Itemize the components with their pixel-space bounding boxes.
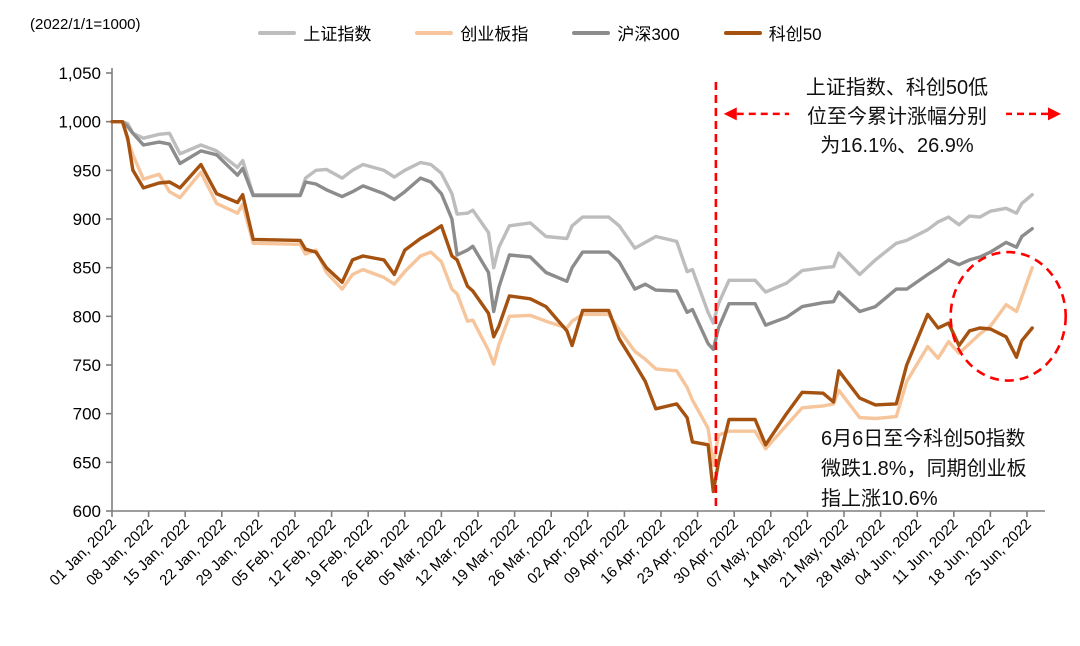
- y-tick-label: 800: [73, 307, 101, 326]
- annotation-line: 位至今累计涨幅分别: [807, 106, 987, 128]
- y-tick-label: 750: [73, 356, 101, 375]
- legend-label: 沪深300: [617, 25, 680, 44]
- arrow-head-left-icon: [723, 107, 737, 121]
- annotation-line: 指上涨10.6%: [821, 488, 938, 510]
- y-tick-label: 950: [73, 161, 101, 180]
- y-tick-label: 600: [73, 502, 101, 521]
- axis-unit-note: (2022/1/1=1000): [30, 16, 141, 33]
- annotation-line: 上证指数、科创50低: [805, 77, 989, 99]
- series-line-chinext: [110, 119, 1034, 467]
- legend-item-chinext: 创业板指: [415, 20, 528, 45]
- legend-label: 科创50: [768, 25, 822, 44]
- legend-swatch-chinext-icon: [415, 30, 454, 35]
- legend: 上证指数 创业板指 沪深300 科创50: [0, 20, 1080, 45]
- annotation-line: 微跌1.8%，同期创业板: [821, 458, 1027, 480]
- legend-swatch-star50-icon: [723, 30, 762, 35]
- arrow-head-right-icon: [1047, 107, 1061, 121]
- legend-swatch-sse-icon: [258, 30, 297, 35]
- series-line-csi300: [110, 119, 1034, 352]
- legend-item-csi300: 沪深300: [572, 20, 680, 45]
- annotation-line: 6月6日至今科创50指数: [821, 428, 1026, 450]
- annotation-june-note: 6月6日至今科创50指数 微跌1.8%，同期创业板 指上涨10.6%: [821, 424, 1066, 514]
- y-tick-label: 1,050: [58, 64, 101, 83]
- series-line-star50: [110, 119, 1034, 494]
- legend-label: 上证指数: [303, 25, 372, 44]
- y-tick-label: 1,000: [58, 113, 101, 132]
- y-tick-label: 850: [73, 259, 101, 278]
- y-tick-label: 650: [73, 453, 101, 472]
- legend-swatch-csi300-icon: [572, 30, 611, 35]
- annotation-line: 为16.1%、26.9%: [820, 135, 974, 157]
- annotation-rally-note: 上证指数、科创50低 位至今累计涨幅分别 为16.1%、26.9%: [780, 74, 1014, 161]
- y-tick-label: 900: [73, 210, 101, 229]
- legend-item-star50: 科创50: [723, 20, 822, 45]
- highlight-circle: [949, 250, 1067, 382]
- y-tick-label: 700: [73, 405, 101, 424]
- legend-item-sse: 上证指数: [258, 20, 371, 45]
- legend-label: 创业板指: [460, 25, 529, 44]
